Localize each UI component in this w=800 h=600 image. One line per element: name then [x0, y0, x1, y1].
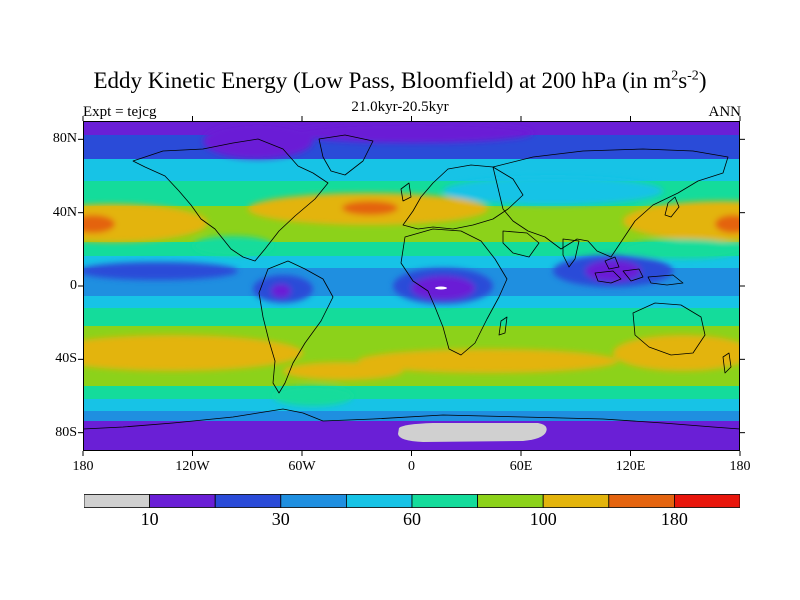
lon-tick-label: 180	[72, 459, 94, 474]
band-tropics-s	[83, 296, 740, 308]
map-subtitle: 21.0kyr-20.5kyr	[351, 99, 449, 115]
lon-tick-label: 60E	[509, 459, 533, 474]
lon-tick-label: 60W	[288, 459, 316, 474]
missing-value-spot	[435, 286, 447, 290]
colorbar-swatch	[542, 494, 610, 508]
lat-tick-label: 0	[70, 278, 77, 293]
band-south-green	[83, 386, 740, 399]
below-range-region	[398, 423, 547, 442]
colorbar-label: 100	[529, 509, 557, 529]
colorbar-label: 180	[660, 509, 688, 529]
colorbar-swatch	[214, 494, 282, 508]
map-frame	[83, 121, 740, 451]
band-subpolar-north	[83, 159, 740, 181]
band-south-sub	[83, 308, 740, 326]
colorbar-swatch	[477, 494, 544, 508]
colorbar-swatch	[411, 494, 478, 508]
colorbar-swatch	[345, 494, 413, 508]
lat-tick-label: 80S	[55, 424, 77, 440]
colorbar-swatch	[280, 494, 347, 508]
colorbar-label: 60	[403, 509, 421, 529]
colorbar-swatch	[84, 494, 150, 508]
coastlines	[83, 134, 740, 430]
lon-tick-label: 0	[408, 459, 415, 474]
band-subpolar-south	[83, 399, 740, 411]
experiment-label: Expt = tejcg	[83, 104, 157, 120]
colorbar	[84, 494, 740, 508]
colorbar-label: 30	[271, 509, 290, 529]
colorbar-swatch	[674, 494, 740, 508]
lon-tick-label: 180	[729, 459, 751, 474]
colorbar-swatch	[608, 494, 675, 508]
lon-tick-label: 120E	[615, 459, 646, 474]
lat-tick-label: 40N	[52, 204, 77, 220]
lat-tick-label: 80N	[52, 131, 77, 147]
lon-tick-label: 120W	[175, 459, 210, 474]
colorbar-swatch	[149, 494, 216, 508]
field-layer	[83, 121, 740, 451]
lat-tick-label: 40S	[55, 351, 77, 367]
season-label: ANN	[708, 104, 742, 120]
eke-map	[83, 121, 740, 451]
band-antarctic-edge	[83, 411, 740, 421]
colorbar-label: 10	[140, 509, 159, 529]
map-title: Eddy Kinetic Energy (Low Pass, Bloomfiel…	[93, 68, 707, 93]
